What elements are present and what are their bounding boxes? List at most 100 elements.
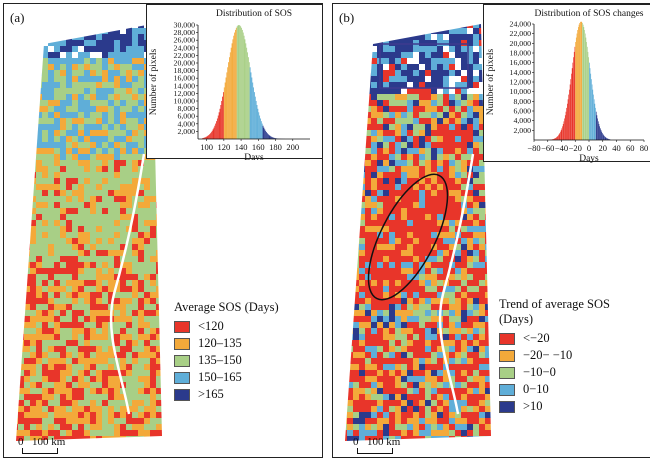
histogram-bar (597, 118, 598, 140)
histogram-bar (555, 137, 556, 140)
river-line (109, 153, 146, 415)
legend-swatch (499, 332, 515, 345)
x-tick-label: 40 (612, 143, 621, 153)
histogram-bar (212, 129, 214, 139)
histogram-bar (562, 123, 564, 140)
y-tick-label: 22,000 (174, 51, 196, 60)
histogram-bar (591, 84, 593, 140)
histogram-bar (601, 131, 603, 140)
legend-label: <−20 (523, 331, 550, 345)
x-tick-label: 120 (217, 142, 230, 152)
legend-title-a: Average SOS (Days) (174, 300, 279, 314)
histogram-bar (600, 130, 602, 140)
histogram-bar (558, 134, 560, 140)
histogram-title: Distribution of SOS (216, 8, 292, 19)
histogram-bar (559, 133, 561, 140)
histogram-bar (247, 57, 249, 139)
y-tick-label: 12,000 (174, 89, 196, 98)
histogram-bar (266, 132, 267, 139)
histogram-bar (589, 62, 590, 140)
histogram-bar (254, 92, 255, 139)
histogram-bar (578, 24, 580, 140)
histogram-bar (229, 57, 230, 139)
histogram-bar (593, 94, 594, 140)
panel-label-b: (b) (339, 10, 355, 25)
legend-swatch (174, 388, 190, 401)
histogram-bar (584, 33, 586, 140)
y-tick-label: 24,000 (174, 43, 196, 52)
y-tick-label: 6,000 (177, 112, 195, 121)
sos-trend-map-b (345, 24, 491, 441)
histogram-bar (554, 138, 556, 140)
histogram-bar (207, 135, 209, 139)
scale-label-b: 100 km (367, 436, 401, 448)
x-tick-label: 60 (626, 143, 635, 153)
histogram-bar (566, 107, 567, 140)
legend-item: 150–165 (174, 369, 279, 386)
river-line (438, 153, 475, 415)
histogram-bar (208, 135, 210, 139)
legend-item: 135–150 (174, 352, 279, 369)
histogram-bar (247, 52, 248, 139)
histogram-bar (600, 128, 601, 140)
histogram-bar (556, 137, 557, 140)
histogram-bar (591, 79, 592, 140)
legend-item: <−20 (499, 330, 610, 347)
histogram-bar (250, 72, 252, 139)
histogram-bar (587, 51, 589, 141)
histogram-bar (560, 130, 562, 140)
histogram-bar (571, 68, 573, 140)
histogram-bar (248, 62, 250, 139)
legend-label: 0−10 (523, 382, 549, 396)
scale-label-a: 100 km (32, 436, 66, 448)
histogram-bar (209, 134, 211, 139)
histogram-bar (604, 136, 605, 140)
histogram-bar (234, 32, 236, 139)
histogram-bar (261, 123, 263, 139)
histogram-bar (204, 137, 205, 139)
histogram-bar (272, 137, 274, 139)
histogram-ylabel: Number of pixels (485, 48, 496, 115)
histogram-bar (570, 79, 572, 140)
histogram-bar (226, 72, 228, 139)
histogram-bar (240, 26, 242, 140)
histogram-bar (257, 108, 259, 139)
histogram-bar (575, 42, 576, 140)
histogram-bar (243, 35, 245, 139)
x-tick-label: 160 (252, 142, 265, 152)
legend-label: 120–135 (198, 336, 242, 350)
histogram-bar (594, 103, 596, 140)
histogram-bar (604, 136, 606, 140)
histogram-bar (210, 133, 211, 139)
highlight-ellipse (367, 173, 449, 301)
scale-bar-line-a (22, 448, 58, 454)
x-tick-label: −80 (527, 143, 540, 153)
histogram-bar (565, 111, 567, 140)
histogram-bar (569, 89, 570, 140)
histogram-bar (222, 96, 223, 139)
histogram-bar (235, 27, 237, 139)
histogram-bar (602, 134, 604, 140)
histogram-bar (263, 127, 265, 139)
histogram-bar (562, 126, 563, 140)
histogram-bar (217, 115, 219, 139)
histogram-bar (596, 115, 598, 140)
legend-label: 135–150 (198, 353, 242, 367)
y-tick-label: 12,000 (510, 78, 532, 87)
histogram-bar (585, 37, 587, 140)
histogram-bar (586, 46, 588, 140)
histogram-bar (553, 138, 555, 140)
histogram-bar (575, 37, 577, 140)
scale-zero-b: 0 (353, 436, 359, 448)
histogram-bar (211, 130, 213, 139)
histogram-bar (574, 46, 576, 140)
scale-zero-a: 0 (18, 436, 24, 448)
legend-label: >165 (198, 387, 224, 401)
histogram-bar (607, 138, 609, 140)
histogram-bar (608, 139, 610, 140)
histogram-bar (233, 35, 235, 139)
y-tick-label: 24,000 (510, 20, 532, 29)
y-tick-label: 18,000 (510, 49, 532, 58)
panel-a: (a) Distribution of SOS Number of pixels D… (3, 3, 323, 458)
x-tick-label: 80 (640, 143, 649, 153)
